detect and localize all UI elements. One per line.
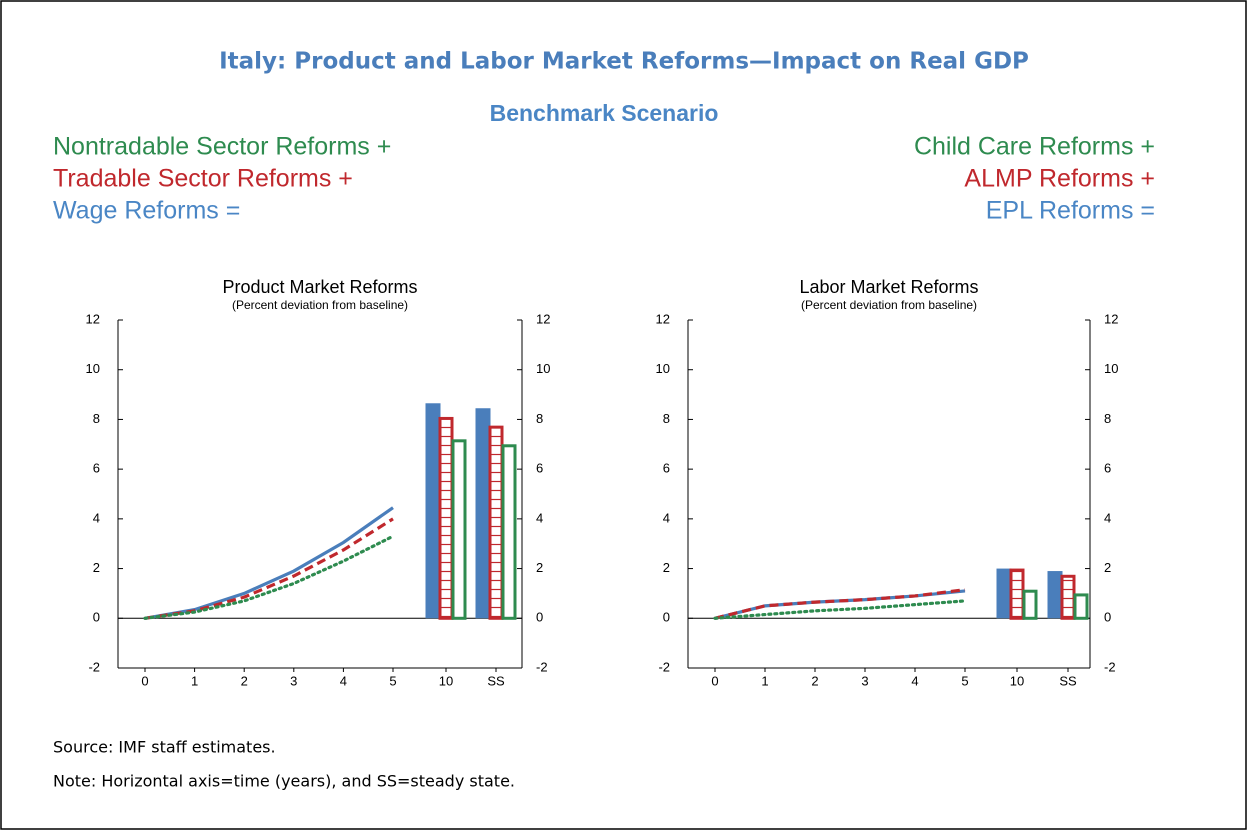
y-tick-label: 0 bbox=[93, 610, 100, 625]
legend-entry: Wage Reforms = bbox=[53, 197, 240, 225]
chart-subtitle: (Percent deviation from baseline) bbox=[232, 298, 408, 312]
y2-tick-label: 12 bbox=[536, 311, 550, 326]
series-line bbox=[713, 599, 967, 620]
x-tick-label: 1 bbox=[191, 673, 198, 688]
chart-title: Labor Market Reforms bbox=[799, 277, 978, 297]
x-tick-label: SS bbox=[1059, 673, 1077, 688]
bar bbox=[1047, 571, 1063, 619]
x-tick-label: 2 bbox=[811, 673, 818, 688]
bar bbox=[1060, 574, 1076, 620]
legend-entry: EPL Reforms = bbox=[986, 197, 1155, 225]
legend-entry: Tradable Sector Reforms + bbox=[53, 165, 353, 193]
series-line bbox=[144, 506, 394, 620]
y-tick-label: 12 bbox=[656, 311, 670, 326]
chart-title: Product Market Reforms bbox=[222, 277, 417, 297]
y-tick-label: 6 bbox=[663, 461, 670, 476]
x-tick-label: 0 bbox=[711, 673, 718, 688]
x-tick-label: 3 bbox=[290, 673, 297, 688]
series-line bbox=[144, 517, 394, 620]
bar bbox=[996, 568, 1012, 619]
x-tick-label: 10 bbox=[439, 673, 453, 688]
y-tick-label: 12 bbox=[86, 311, 100, 326]
y2-tick-label: 0 bbox=[1104, 610, 1111, 625]
y2-tick-label: 8 bbox=[1104, 411, 1111, 426]
bar bbox=[1073, 593, 1089, 620]
y-tick-label: 6 bbox=[93, 461, 100, 476]
x-tick-label: 4 bbox=[911, 673, 918, 688]
bar bbox=[488, 425, 504, 620]
bar bbox=[501, 444, 517, 620]
y-tick-label: 2 bbox=[663, 560, 670, 575]
y-tick-label: 10 bbox=[656, 361, 670, 376]
x-tick-label: 0 bbox=[141, 673, 148, 688]
y2-tick-label: -2 bbox=[1104, 659, 1116, 674]
chart-subtitle: (Percent deviation from baseline) bbox=[801, 298, 977, 312]
y2-tick-label: 8 bbox=[536, 411, 543, 426]
x-tick-label: 4 bbox=[340, 673, 347, 688]
y-tick-label: 4 bbox=[93, 510, 100, 525]
x-tick-label: 1 bbox=[761, 673, 768, 688]
x-tick-label: SS bbox=[487, 673, 505, 688]
y2-tick-label: 0 bbox=[536, 610, 543, 625]
y-tick-label: 2 bbox=[93, 560, 100, 575]
y-tick-label: 8 bbox=[663, 411, 670, 426]
note: Note: Horizontal axis=time (years), and … bbox=[53, 772, 515, 791]
y2-tick-label: 2 bbox=[536, 560, 543, 575]
bar bbox=[1022, 589, 1038, 620]
y-tick-label: 8 bbox=[93, 411, 100, 426]
bar bbox=[475, 408, 491, 619]
bar bbox=[425, 403, 441, 619]
scenario-title: Benchmark Scenario bbox=[490, 100, 719, 126]
series-line bbox=[714, 588, 966, 620]
y2-tick-label: 10 bbox=[536, 361, 550, 376]
x-tick-label: 5 bbox=[961, 673, 968, 688]
y2-tick-label: 6 bbox=[536, 461, 543, 476]
source: Source: IMF staff estimates. bbox=[53, 738, 276, 757]
y2-tick-label: 4 bbox=[1104, 510, 1111, 525]
y2-tick-label: 6 bbox=[1104, 461, 1111, 476]
page-title: Italy: Product and Labor Market Reforms—… bbox=[219, 49, 1029, 75]
y-tick-label: -2 bbox=[658, 659, 670, 674]
y2-tick-label: 4 bbox=[536, 510, 543, 525]
y-tick-label: 4 bbox=[663, 510, 670, 525]
y-tick-label: 10 bbox=[86, 361, 100, 376]
legend-entry: Child Care Reforms + bbox=[914, 133, 1155, 161]
legend-entry: ALMP Reforms + bbox=[964, 165, 1155, 193]
bar bbox=[1009, 568, 1025, 620]
y-tick-label: -2 bbox=[88, 659, 100, 674]
x-tick-label: 10 bbox=[1010, 673, 1024, 688]
bar bbox=[438, 416, 454, 620]
x-tick-label: 5 bbox=[389, 673, 396, 688]
y-tick-label: 0 bbox=[663, 610, 670, 625]
x-tick-label: 3 bbox=[861, 673, 868, 688]
series-line bbox=[143, 534, 395, 620]
x-tick-label: 2 bbox=[241, 673, 248, 688]
y2-tick-label: 10 bbox=[1104, 361, 1118, 376]
legend-entry: Nontradable Sector Reforms + bbox=[53, 133, 391, 161]
bar bbox=[451, 439, 467, 620]
y2-tick-label: 12 bbox=[1104, 311, 1118, 326]
y2-tick-label: -2 bbox=[536, 659, 548, 674]
y2-tick-label: 2 bbox=[1104, 560, 1111, 575]
